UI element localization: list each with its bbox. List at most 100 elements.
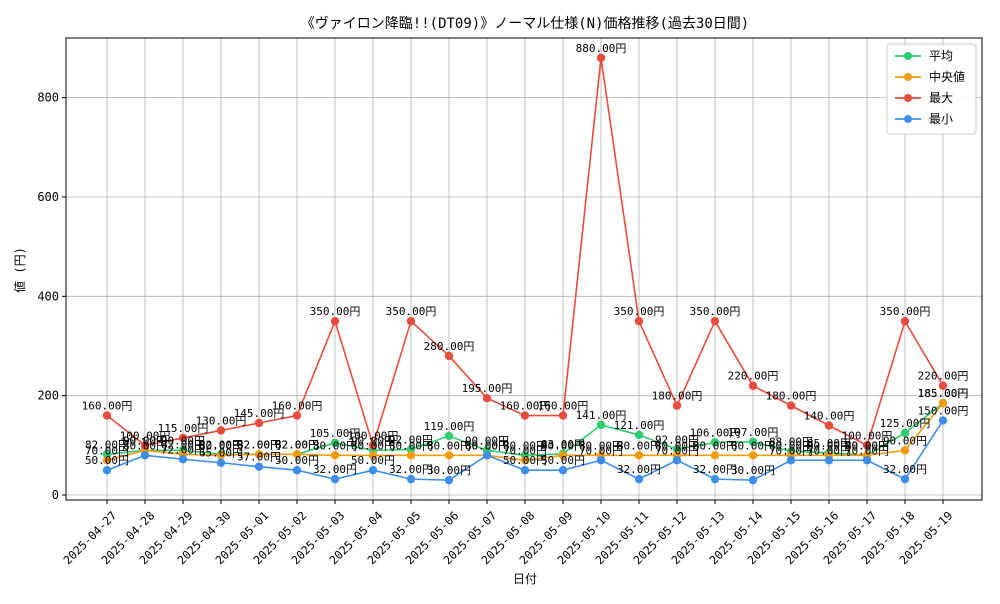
y-tick-label: 600 (37, 190, 59, 204)
data-point (596, 420, 606, 430)
data-label-layer: 82.00円90.00円90.00円82.00円82.00円82.00円105.… (82, 42, 969, 477)
data-label: 141.00円 (576, 409, 627, 422)
y-tick-label: 400 (37, 289, 59, 303)
data-point (406, 474, 416, 484)
data-point (596, 456, 606, 465)
data-point (216, 458, 226, 467)
data-point (938, 416, 948, 425)
data-label: 80.00円 (693, 439, 737, 452)
x-axis-label: 日付 (513, 572, 537, 586)
data-point (786, 401, 796, 410)
data-label: 80.00円 (199, 439, 243, 452)
data-label: 80.00円 (579, 439, 623, 452)
data-point (368, 465, 378, 475)
data-point (634, 316, 644, 326)
data-label: 83.00円 (541, 438, 585, 451)
data-point (672, 401, 682, 410)
data-label: 82.00円 (275, 438, 319, 451)
data-label: 90.00円 (161, 434, 205, 447)
data-point (292, 411, 302, 420)
data-point (710, 316, 720, 326)
data-point (368, 451, 378, 460)
data-point (292, 450, 302, 459)
y-axis-label: 値 (円) (12, 247, 27, 293)
chart-title: 《ヴァイロン降臨!!(DT09)》ノーマル仕様(N)価格推移(過去30日間) (301, 15, 749, 32)
data-label: 90.00円 (123, 434, 167, 447)
data-point (862, 441, 872, 450)
data-point (330, 451, 340, 460)
data-label: 82.00円 (275, 438, 319, 451)
data-point (482, 393, 492, 403)
data-label: 85.00円 (807, 437, 851, 450)
data-label: 130.00円 (196, 414, 247, 427)
data-point (710, 438, 720, 447)
data-label: 32.00円 (617, 463, 661, 476)
plot-frame (65, 37, 983, 501)
data-label: 80.00円 (427, 439, 471, 452)
data-point (216, 426, 226, 435)
data-point (786, 456, 796, 465)
data-point (102, 465, 112, 475)
legend-swatch-marker (904, 52, 912, 60)
data-label: 82.00円 (237, 438, 281, 451)
data-label: 280.00円 (424, 340, 475, 353)
data-point (596, 53, 606, 63)
data-label: 160.00円 (82, 400, 133, 413)
data-label: 145.00円 (234, 407, 285, 420)
data-label: 82.00円 (199, 438, 243, 451)
data-label: 50.00円 (541, 454, 585, 467)
data-label: 220.00円 (728, 370, 779, 383)
data-point (900, 428, 910, 438)
data-label: 185.00円 (918, 387, 969, 400)
data-label: 180.00円 (652, 390, 703, 403)
data-label: 50.00円 (275, 454, 319, 467)
data-label: 80.00円 (123, 439, 167, 452)
data-label: 80.00円 (313, 439, 357, 452)
series-layer (102, 53, 948, 485)
data-label: 65.00円 (199, 447, 243, 460)
data-label: 106.00円 (690, 426, 741, 439)
data-point (178, 433, 188, 443)
data-label: 50.00円 (351, 454, 395, 467)
data-point (710, 451, 720, 460)
data-point (634, 430, 644, 440)
legend-entry: 最大 (929, 91, 953, 105)
data-point (520, 411, 530, 420)
data-label: 80.00円 (731, 439, 775, 452)
data-label: 92.00円 (655, 433, 699, 446)
data-point (824, 421, 834, 430)
data-label: 32.00円 (693, 463, 737, 476)
data-point (748, 451, 758, 460)
data-label: 80.00円 (351, 439, 395, 452)
data-label: 350.00円 (690, 305, 741, 318)
data-label: 119.00円 (424, 420, 475, 433)
data-point (900, 446, 910, 455)
legend-entry: 平均 (929, 49, 953, 63)
data-point (748, 475, 758, 485)
data-label: 32.00円 (883, 463, 927, 476)
data-label: 100.00円 (842, 429, 893, 442)
data-point (900, 316, 910, 326)
data-label: 90.00円 (351, 434, 395, 447)
data-label: 160.00円 (272, 400, 323, 413)
y-tick-label: 0 (52, 488, 59, 502)
data-point (938, 381, 948, 390)
data-point (634, 474, 644, 484)
data-label: 350.00円 (310, 305, 361, 318)
data-label: 107.00円 (728, 426, 779, 439)
data-point (254, 450, 264, 459)
y-tick-label: 800 (37, 91, 59, 105)
data-label: 72.00円 (161, 443, 205, 456)
data-label: 82.00円 (237, 438, 281, 451)
data-point (444, 475, 454, 485)
data-point (710, 474, 720, 484)
data-label: 350.00円 (386, 305, 437, 318)
data-label: 90.00円 (883, 434, 927, 447)
data-point (102, 456, 112, 465)
data-label: 195.00円 (462, 382, 513, 395)
data-label: 80.00円 (541, 439, 585, 452)
data-label: 70.00円 (807, 444, 851, 457)
